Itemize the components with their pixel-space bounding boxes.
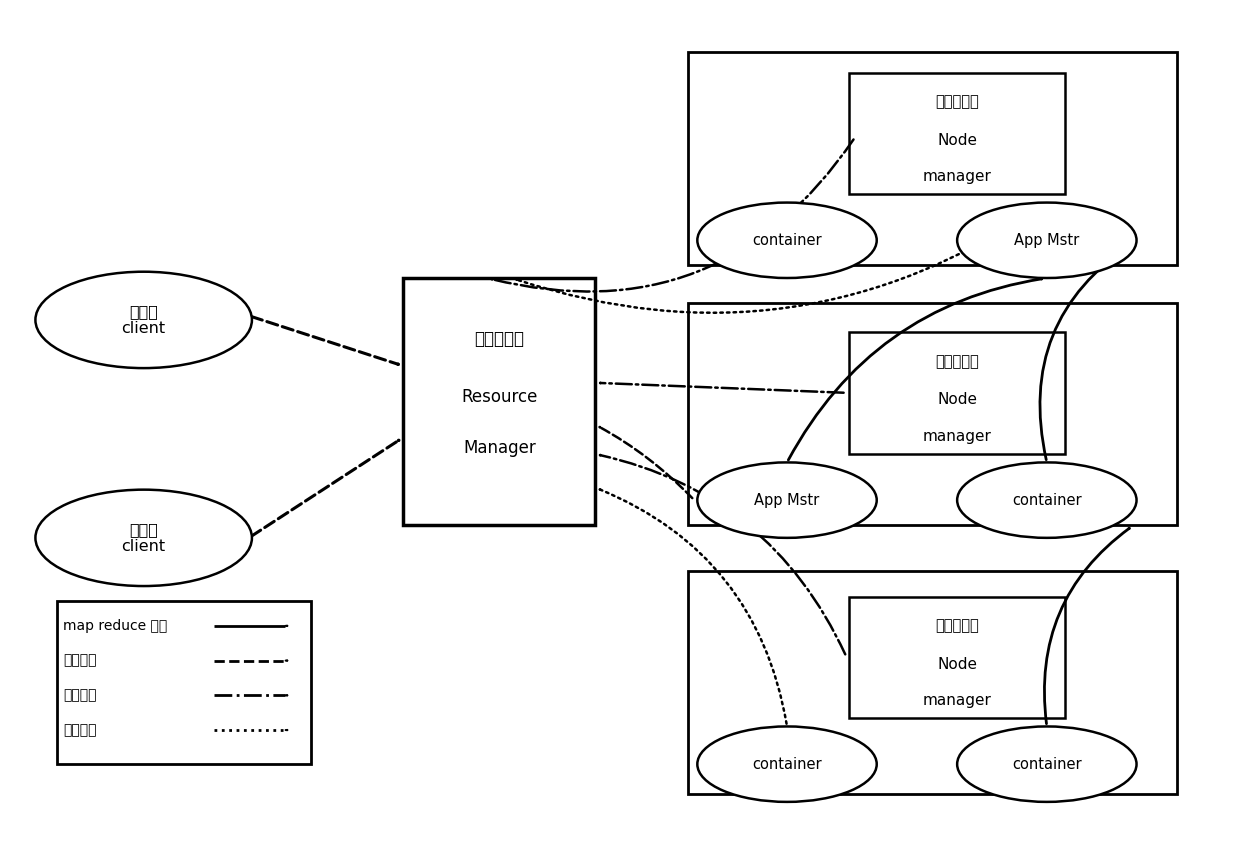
Text: map reduce 状态: map reduce 状态 — [63, 619, 167, 633]
Text: 任务提交: 任务提交 — [63, 653, 97, 668]
Text: container: container — [1012, 493, 1081, 508]
Ellipse shape — [697, 727, 877, 801]
FancyBboxPatch shape — [849, 332, 1065, 454]
FancyBboxPatch shape — [688, 51, 1177, 266]
Ellipse shape — [697, 203, 877, 278]
Text: Node: Node — [937, 393, 977, 407]
Ellipse shape — [957, 463, 1137, 538]
FancyBboxPatch shape — [57, 600, 311, 764]
Text: App Mstr: App Mstr — [1014, 233, 1080, 248]
Text: 资源调度器: 资源调度器 — [475, 330, 525, 348]
Text: container: container — [753, 757, 822, 772]
FancyBboxPatch shape — [688, 571, 1177, 794]
Text: Manager: Manager — [463, 439, 536, 457]
Text: 客户端
client: 客户端 client — [122, 304, 166, 336]
Text: 资源请求: 资源请求 — [63, 723, 97, 737]
Ellipse shape — [697, 463, 877, 538]
Text: 节点调度器: 节点调度器 — [935, 618, 980, 633]
FancyBboxPatch shape — [849, 72, 1065, 194]
Text: Node: Node — [937, 133, 977, 148]
Text: 节点状态: 节点状态 — [63, 688, 97, 702]
Text: container: container — [1012, 757, 1081, 772]
Text: 节点调度器: 节点调度器 — [935, 354, 980, 369]
FancyBboxPatch shape — [688, 303, 1177, 526]
Ellipse shape — [36, 272, 252, 368]
FancyBboxPatch shape — [403, 278, 595, 526]
Ellipse shape — [957, 203, 1137, 278]
Text: Node: Node — [937, 657, 977, 671]
Ellipse shape — [957, 727, 1137, 801]
Text: 节点调度器: 节点调度器 — [935, 94, 980, 109]
Text: manager: manager — [923, 430, 992, 444]
Text: manager: manager — [923, 170, 992, 184]
FancyBboxPatch shape — [849, 596, 1065, 718]
Text: 客户端
client: 客户端 client — [122, 521, 166, 554]
Ellipse shape — [36, 489, 252, 586]
Text: manager: manager — [923, 693, 992, 708]
Text: container: container — [753, 233, 822, 248]
Text: Resource: Resource — [461, 389, 538, 406]
Text: App Mstr: App Mstr — [754, 493, 820, 508]
